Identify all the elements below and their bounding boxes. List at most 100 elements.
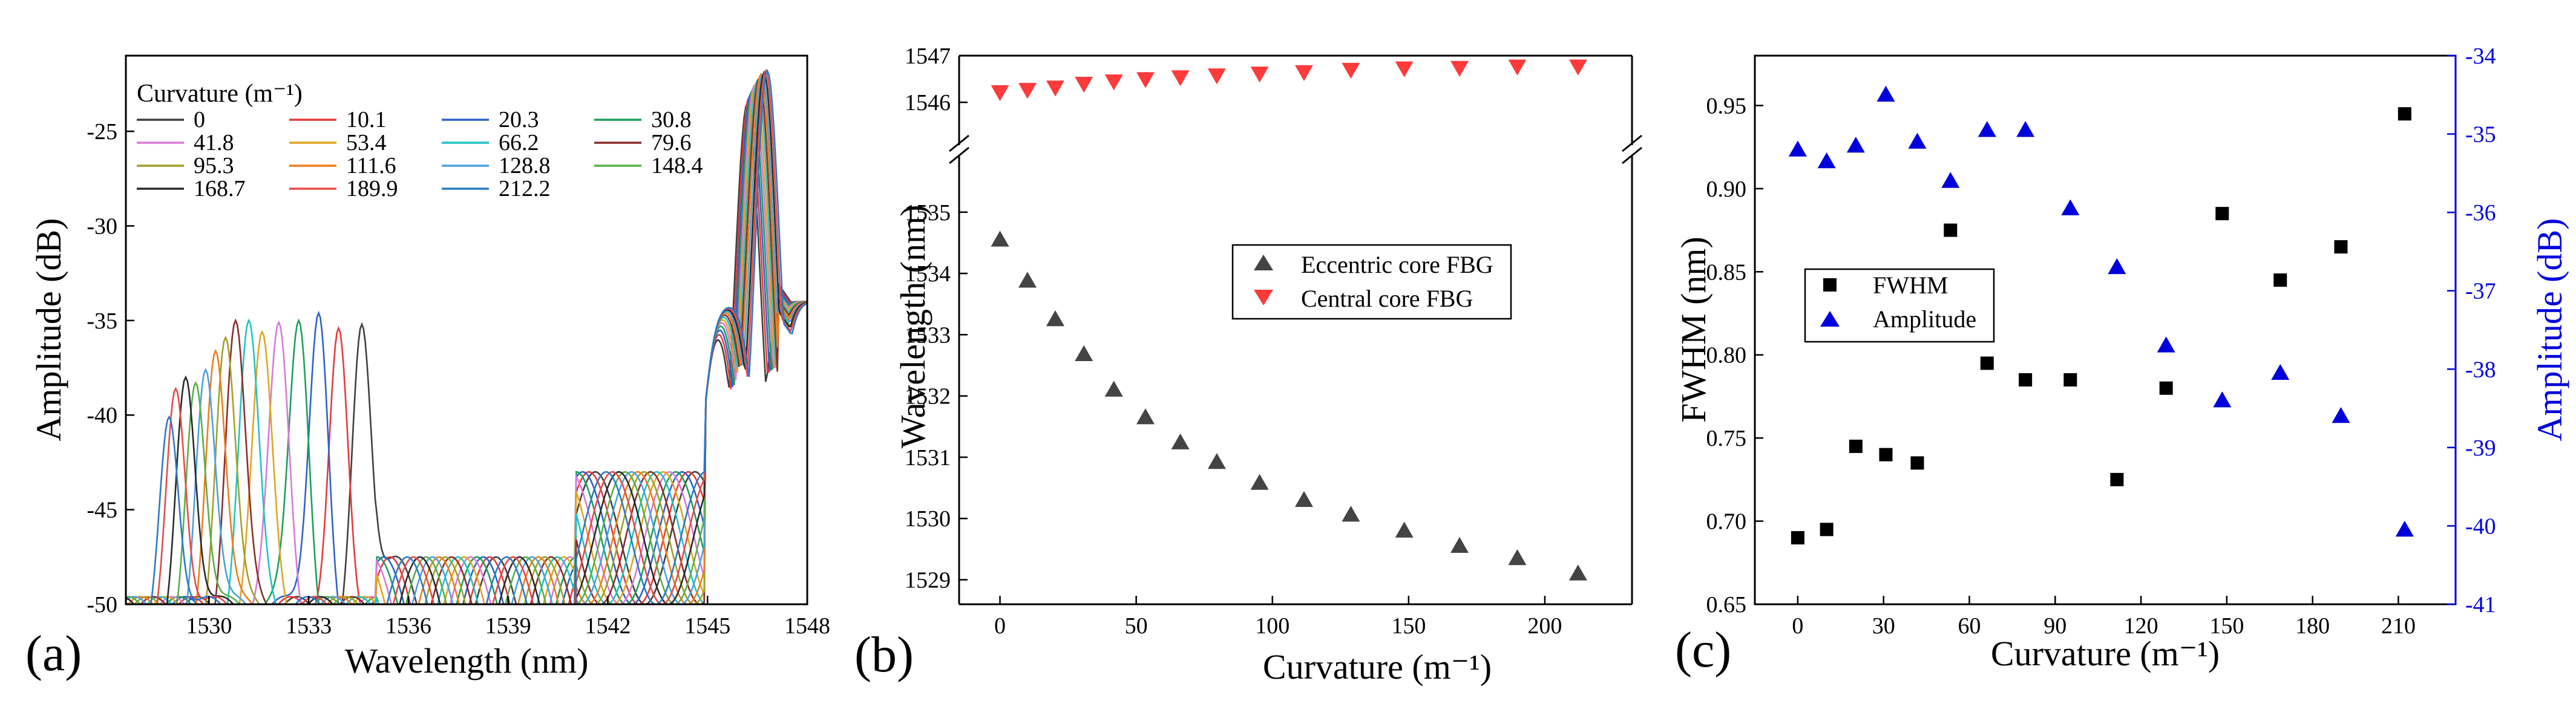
panel-c-y-tick-label: 0.90 (1706, 177, 1747, 202)
panel-c-ylabel-right: Amplitude (dB) (2530, 218, 2569, 442)
panel-c-legend-label-amplitude: Amplitude (1873, 305, 1976, 333)
panel-b-point-eccentric (1075, 345, 1093, 362)
panel-b-xlabel: Curvature (m⁻¹) (1263, 647, 1492, 687)
panel-b-y-tick-label: 1533 (905, 322, 951, 348)
panel-c-x-tick-label: 120 (2124, 613, 2158, 639)
panel-b-point-central (1046, 80, 1064, 97)
panel-a-legend-label: 79.6 (651, 130, 692, 155)
panel-c-point-amplitude (2271, 364, 2290, 380)
panel-c-point-fwhm (1820, 523, 1834, 537)
panel-b-legend-label-eccentric: Eccentric core FBG (1301, 251, 1493, 278)
panel-c-point-fwhm (2397, 107, 2411, 121)
panel-c-point-amplitude (1978, 121, 1996, 137)
panel-c-point-fwhm (1849, 439, 1863, 453)
panel-a-legend-label: 95.3 (194, 153, 234, 178)
panel-c-point-amplitude (1908, 132, 1927, 149)
panel-b-axis-break-mark (1622, 134, 1642, 152)
panel-b-point-eccentric (1046, 310, 1064, 327)
panel-a-x-tick-label: 1548 (784, 613, 830, 639)
panel-c-point-amplitude (1846, 137, 1865, 153)
panel-a-y-ticks: -25 -30 -35 -40 -45 -50 (87, 119, 134, 618)
panel-a-y-tick-label: -35 (87, 308, 117, 334)
panel-b-point-central (1450, 60, 1469, 77)
panel-b-point-central (1136, 72, 1155, 88)
panel-c-y-ticks-right: -34 -35 -36 -37 -38 -39 -40 -41 (2447, 44, 2496, 618)
panel-b-point-eccentric (1018, 272, 1037, 288)
panel-a-label: (a) (25, 625, 82, 682)
panel-a-series-line (126, 70, 807, 604)
panel-a-legend-label: 168.7 (194, 176, 246, 201)
panel-b-y-tick-label: 1535 (905, 200, 951, 226)
panel-b-y-tick-label: 1529 (905, 567, 951, 593)
panel-a-series-line (126, 68, 807, 604)
panel-a-y-tick-label: -50 (87, 592, 117, 618)
panel-b-ylabel: Wavelength (nm) (893, 205, 932, 449)
panel-a-legend-label: 128.8 (499, 153, 551, 178)
panel-b-point-central (1342, 62, 1360, 79)
panel-c-y-ticks-left: 0.95 0.90 0.85 0.80 0.75 0.70 0.65 (1706, 93, 1763, 618)
panel-b: 0 50 100 150 200 1547 1546 1535 1534 1533 1532 153… (854, 44, 1642, 687)
panel-c-point-amplitude (2213, 391, 2232, 408)
panel-c-point-fwhm (2110, 472, 2124, 486)
panel-b-point-eccentric (1395, 521, 1414, 538)
panel-c-legend: FWHM Amplitude (1804, 268, 1995, 343)
panel-b-y-tick-label: 1531 (905, 445, 951, 471)
panel-c-y-tick-label: 0.75 (1706, 426, 1747, 451)
panel-b-point-central (1207, 68, 1226, 85)
panel-a-legend-label: 212.2 (499, 176, 551, 201)
panel-a-legend-title: Curvature (m⁻¹) (137, 80, 303, 108)
panel-c-legend-label-fwhm: FWHM (1873, 272, 1948, 299)
panel-c-point-fwhm (1879, 448, 1893, 462)
panel-b-x-tick-label: 100 (1255, 613, 1290, 639)
panel-b-legend-label-central: Central core FBG (1301, 285, 1473, 312)
panel-a-legend-label: 189.9 (346, 176, 398, 201)
panel-b-point-central (1104, 74, 1123, 91)
panel-c-y-tick-label: 0.70 (1706, 509, 1747, 535)
panel-a-series-line (184, 100, 807, 604)
panel-a-x-tick-label: 1536 (385, 613, 431, 639)
panel-b-x-ticks: 0 50 100 150 200 (994, 596, 1562, 639)
panel-b-point-central (1395, 61, 1414, 77)
panel-a-x-ticks: 1530 1533 1536 1539 1542 1545 1548 (186, 596, 830, 639)
panel-a-series-line (150, 68, 807, 604)
panel-a-series-line (178, 95, 807, 604)
panel-a-series-line (126, 72, 807, 604)
panel-c-x-tick-label: 180 (2295, 613, 2330, 639)
panel-c-points (1788, 85, 2414, 545)
panel-b-axis-break-mark (1622, 146, 1642, 165)
panel-b-points (991, 59, 1587, 581)
panel-c-point-fwhm (1944, 223, 1958, 237)
panel-c-point-fwhm (1791, 531, 1804, 545)
panel-c-point-fwhm (2334, 240, 2348, 254)
panel-b-legend-marker-eccentric (1254, 255, 1273, 270)
panel-b-point-central (1171, 70, 1190, 86)
panel-c-point-fwhm (2159, 381, 2173, 395)
panel-b-legend-marker-central (1254, 290, 1273, 305)
panel-c-y-tick-label: 0.80 (1706, 343, 1747, 368)
panel-a-legend-label: 0 (194, 107, 205, 132)
panel-b-point-eccentric (1136, 408, 1155, 425)
panel-c-y-right-tick-label: -40 (2465, 514, 2496, 539)
panel-c-y-tick-label: 0.65 (1706, 592, 1747, 618)
panel-c-y-right-tick-label: -35 (2465, 122, 2496, 148)
panel-c-x-tick-label: 0 (1792, 613, 1803, 639)
panel-a-legend-label: 53.4 (346, 130, 387, 155)
panel-c-point-amplitude (1817, 152, 1836, 169)
panel-c-x-tick-label: 30 (1872, 613, 1895, 639)
panel-b-point-central (1075, 77, 1093, 93)
panel-b-axis-break-mark (949, 134, 969, 152)
panel-b-axis-break-mark (949, 146, 969, 165)
panel-b-point-eccentric (1508, 549, 1527, 566)
panel-c-point-amplitude (2016, 121, 2035, 137)
panel-c-point-amplitude (2061, 199, 2080, 215)
panel-b-y-tick-label: 1534 (905, 261, 951, 287)
panel-b-point-eccentric (1171, 433, 1190, 449)
panel-c-point-amplitude (2395, 520, 2414, 537)
panel-a-frame (125, 54, 808, 605)
panel-c-point-amplitude (2332, 407, 2350, 423)
panel-b-point-eccentric (1568, 564, 1587, 581)
panel-a-x-tick-label: 1533 (286, 613, 332, 639)
panel-a-y-tick-label: -40 (87, 403, 117, 428)
panel-a-legend: Curvature (m⁻¹) 0 10.1 20.3 30.8 41.8 53.4 66.… (137, 80, 703, 201)
